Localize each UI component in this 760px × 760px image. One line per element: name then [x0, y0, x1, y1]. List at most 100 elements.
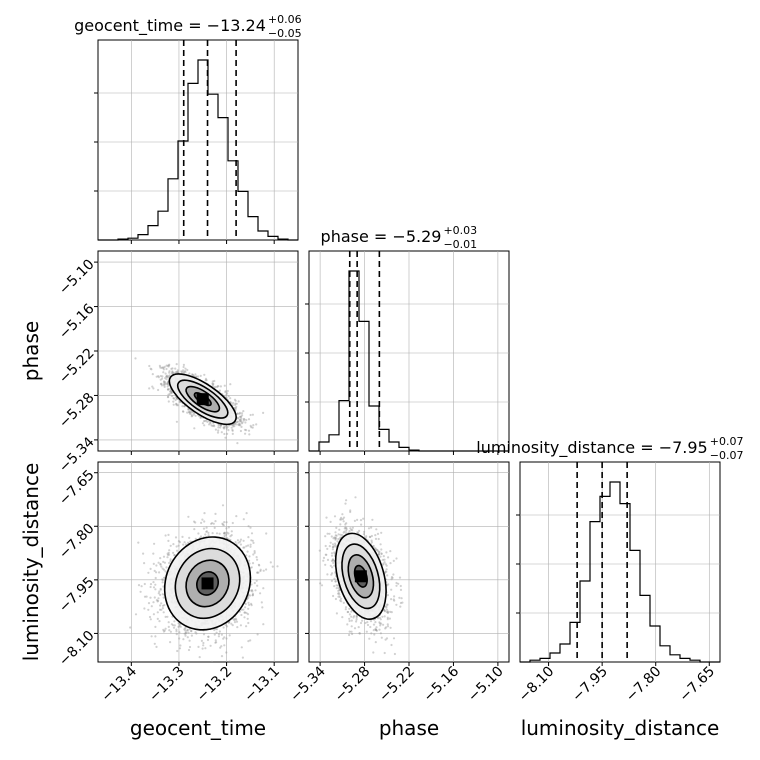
sample-point: [197, 532, 200, 535]
sample-point: [234, 541, 237, 544]
sample-point: [198, 656, 201, 659]
sample-point: [250, 602, 253, 606]
sample-point: [215, 385, 219, 389]
sample-point: [225, 637, 228, 640]
title-plus-error: +0.06: [268, 13, 302, 26]
sample-point: [210, 424, 213, 427]
sample-point: [238, 415, 241, 418]
sample-point: [159, 608, 162, 611]
sample-point: [190, 415, 193, 418]
sample-point: [233, 621, 237, 624]
sample-point: [188, 645, 192, 649]
sample-point: [201, 422, 204, 425]
sample-point: [256, 571, 259, 574]
sample-point: [134, 357, 137, 360]
sample-point: [207, 534, 210, 537]
sample-point: [162, 611, 165, 614]
sample-point: [247, 544, 250, 547]
sample-point: [231, 428, 234, 431]
sample-point: [237, 417, 240, 420]
sample-point: [172, 624, 175, 627]
sample-point: [258, 564, 261, 567]
sample-point: [225, 393, 228, 396]
sample-point: [177, 625, 180, 629]
sample-point: [149, 618, 152, 621]
sample-point: [247, 418, 251, 421]
sample-point: [160, 382, 163, 385]
sample-point: [253, 550, 256, 553]
sample-point: [253, 551, 256, 555]
sample-point: [241, 414, 244, 417]
sample-point: [176, 649, 179, 653]
sample-point: [242, 518, 245, 521]
sample-point: [210, 522, 213, 525]
sample-point: [163, 381, 167, 384]
sample-point: [140, 585, 143, 588]
sample-point: [168, 553, 171, 556]
sample-point: [224, 390, 227, 393]
sample-point: [184, 629, 187, 632]
sample-point: [243, 428, 247, 431]
sample-point: [157, 375, 160, 378]
panel-title: phase = −5.29: [321, 227, 442, 246]
sample-point: [241, 656, 244, 659]
sample-point: [223, 427, 226, 430]
sample-point: [178, 625, 181, 628]
sample-point: [157, 597, 160, 600]
sample-point: [159, 378, 162, 381]
sample-point: [241, 421, 244, 424]
sample-point: [243, 616, 246, 619]
sample-point: [162, 371, 165, 374]
sample-point: [240, 415, 243, 419]
sample-point: [245, 429, 248, 432]
sample-point: [142, 552, 145, 555]
sample-point: [245, 418, 248, 422]
sample-point: [231, 424, 234, 427]
sample-point: [223, 532, 226, 535]
sample-point: [179, 644, 182, 647]
sample-point: [231, 624, 234, 627]
sample-point: [238, 418, 241, 421]
sample-point: [197, 375, 200, 378]
sample-point: [240, 420, 243, 423]
sample-point: [256, 633, 259, 636]
sample-point: [163, 385, 166, 388]
sample-point: [244, 421, 247, 424]
sample-point: [211, 383, 214, 386]
sample-point: [250, 604, 253, 607]
sample-point: [158, 590, 161, 593]
sample-point: [208, 423, 211, 426]
sample-point: [172, 371, 175, 375]
sample-point: [212, 424, 215, 427]
sample-point: [246, 613, 250, 616]
sample-point: [184, 632, 187, 635]
sample-point: [257, 563, 260, 566]
sample-point: [200, 521, 203, 525]
sample-point: [190, 634, 193, 637]
sample-point: [166, 382, 169, 385]
sample-point: [167, 375, 170, 378]
sample-point: [161, 607, 164, 610]
sample-point: [212, 522, 215, 525]
sample-point: [167, 388, 170, 391]
sample-point: [163, 382, 166, 385]
sample-point: [224, 624, 227, 627]
sample-point: [230, 534, 233, 537]
sample-point: [134, 613, 138, 616]
sample-point: [151, 373, 154, 376]
sample-point: [211, 382, 214, 385]
sample-point: [209, 644, 212, 647]
sample-point: [226, 625, 229, 628]
sample-point: [240, 412, 244, 415]
sample-point: [188, 412, 191, 415]
sample-point: [226, 432, 229, 435]
sample-point: [149, 583, 153, 586]
sample-point: [161, 366, 164, 369]
sample-point: [199, 416, 203, 419]
sample-point: [235, 420, 239, 424]
sample-point: [235, 515, 238, 518]
sample-point: [202, 420, 206, 423]
sample-point: [165, 378, 168, 381]
sample-point: [233, 407, 236, 410]
sample-point: [172, 397, 175, 400]
